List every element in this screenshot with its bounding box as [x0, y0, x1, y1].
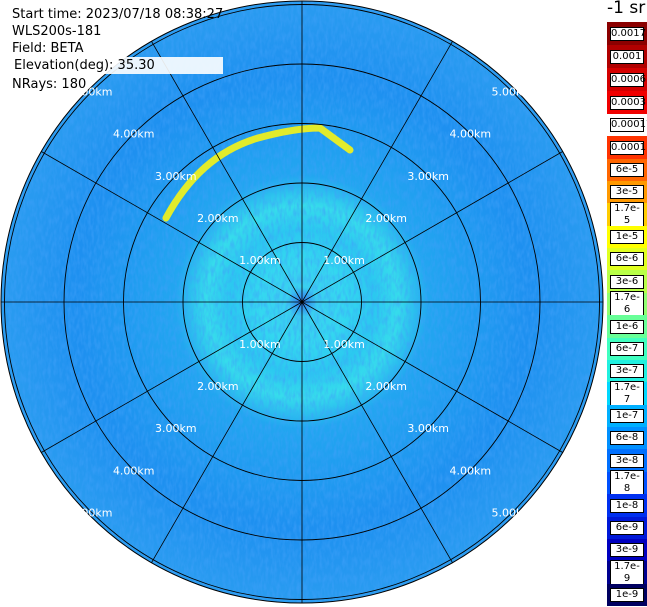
colorbar-label: 1.7e-9	[610, 559, 644, 586]
colorbar-label: 1.7e-7	[610, 380, 644, 407]
colorbar-label: 6e-5	[610, 163, 644, 177]
colorbar-bin: 1e-9	[607, 584, 647, 606]
colorbar-bin: 0.0006	[607, 68, 647, 91]
azimuth-spoke	[301, 301, 563, 453]
range-ring-label: 2.00km	[365, 380, 407, 393]
range-ring-labels: 1.00km 1.00km 1.00km 1.00km 2.00km 2.00km 2.00…	[71, 86, 533, 520]
yellow-echo-arc	[162, 124, 354, 222]
range-ring-label: 2.00km	[197, 212, 239, 225]
colorbar-label: 6e-8	[610, 431, 644, 445]
colorbar-label: 6e-7	[610, 342, 644, 356]
range-ring-label: 3.00km	[155, 170, 197, 183]
colorbar-bin: 0.0001	[607, 136, 647, 159]
range-ring-label: 2.00km	[197, 380, 239, 393]
colorbar-bin: 3e-7	[607, 360, 647, 382]
colorbar-bin: 6e-6	[607, 248, 647, 270]
range-ring-label: 5.00km	[492, 86, 534, 99]
colorbar-label: 1e-9	[610, 588, 644, 602]
colorbar-bin: 6e-9	[607, 517, 647, 539]
colorbar-label: 0.0003	[610, 95, 646, 110]
field-name: Field: BETA	[12, 41, 84, 56]
colorbar-label: 0.00017	[610, 118, 647, 132]
colorbar-bin: 1e-6	[607, 315, 647, 338]
elevation: Elevation(deg): 35.30	[12, 57, 224, 74]
range-ring-label: 1.00km	[323, 338, 365, 351]
range-ring-label: 5.00km	[71, 86, 113, 99]
colorbar-bin: 6e-8	[607, 427, 647, 449]
range-ring-label: 5.00km	[492, 506, 534, 519]
azimuth-spoke	[151, 301, 303, 563]
azimuth-spoke	[301, 41, 453, 303]
colorbar-label: 1e-8	[610, 498, 644, 513]
colorbar-label: 1e-7	[610, 409, 644, 423]
colorbar-bin: 6e-5	[607, 159, 647, 181]
colorbar-label: 0.0001	[610, 140, 646, 155]
colorbar-label: 1.7e-6	[610, 291, 644, 317]
range-ring-label: 4.00km	[449, 464, 491, 477]
range-ring-label: 3.00km	[155, 422, 197, 435]
colorbar-label: 0.0017	[610, 26, 646, 41]
range-ring-label: 4.00km	[113, 128, 155, 141]
start-time: Start time: 2023/07/18 08:38:27	[12, 7, 224, 22]
range-ring-label: 3.00km	[407, 170, 449, 183]
colorbar: 0.0017 0.001 0.0006 0.0003 0.00017 0.0001 6e-5…	[607, 22, 647, 606]
colorbar-label: 3e-6	[610, 274, 644, 289]
colorbar-bin: 1.7e-7	[607, 380, 647, 407]
range-ring-label: 4.00km	[449, 128, 491, 141]
colorbar-label: 0.001	[610, 49, 644, 64]
colorbar-label: 3e-7	[610, 364, 644, 378]
colorbar-bin: 3e-8	[607, 449, 647, 472]
colorbar-label: 3e-9	[610, 543, 644, 557]
colorbar-label: 1.7e-5	[610, 201, 644, 228]
range-ring-label: 5.00km	[71, 506, 113, 519]
azimuth-spoke	[301, 301, 453, 563]
colorbar-bin: 0.0017	[607, 22, 647, 45]
colorbar-label: 1e-6	[610, 319, 644, 334]
azimuth-spoke	[41, 151, 303, 303]
nrays: NRays: 180	[12, 77, 87, 92]
colorbar-bin: 1.7e-6	[607, 291, 647, 317]
colorbar-bin: 3e-6	[607, 270, 647, 293]
colorbar-bin: 0.001	[607, 45, 647, 68]
colorbar-bin: 1.7e-8	[607, 470, 647, 496]
colorbar-label: 6e-6	[610, 252, 644, 266]
colorbar-label: 1.7e-8	[610, 470, 644, 496]
colorbar-unit: -1 sr	[607, 0, 646, 18]
colorbar-bin: 1e-7	[607, 405, 647, 427]
colorbar-bin: 1.7e-9	[607, 559, 647, 586]
colorbar-bin: 1.7e-5	[607, 201, 647, 228]
range-ring-label: 2.00km	[365, 212, 407, 225]
azimuth-spoke	[41, 301, 303, 453]
range-ring-label: 1.00km	[239, 338, 281, 351]
colorbar-label: 3e-5	[610, 185, 644, 199]
colorbar-bin: 1e-5	[607, 226, 647, 248]
range-ring-label: 1.00km	[323, 254, 365, 267]
azimuth-spoke	[151, 41, 303, 303]
instrument-name: WLS200s-181	[12, 24, 102, 39]
range-ring-label: 4.00km	[113, 464, 155, 477]
range-ring-label: 1.00km	[239, 254, 281, 267]
scan-info: Start time: 2023/07/18 08:38:27 WLS200s-…	[12, 6, 224, 93]
colorbar-label: 3e-8	[610, 453, 644, 468]
colorbar-bin: 0.00017	[607, 114, 647, 136]
colorbar-bin: 1e-8	[607, 494, 647, 517]
colorbar-bin: 3e-9	[607, 539, 647, 561]
colorbar-bin: 0.0003	[607, 91, 647, 114]
colorbar-label: 0.0006	[610, 72, 646, 87]
colorbar-bin: 6e-7	[607, 338, 647, 360]
colorbar-label: 6e-9	[610, 521, 644, 535]
range-ring-label: 3.00km	[407, 422, 449, 435]
range-grid	[0, 0, 604, 604]
azimuth-spoke	[301, 151, 563, 303]
colorbar-bin: 3e-5	[607, 181, 647, 203]
colorbar-label: 1e-5	[610, 230, 644, 244]
